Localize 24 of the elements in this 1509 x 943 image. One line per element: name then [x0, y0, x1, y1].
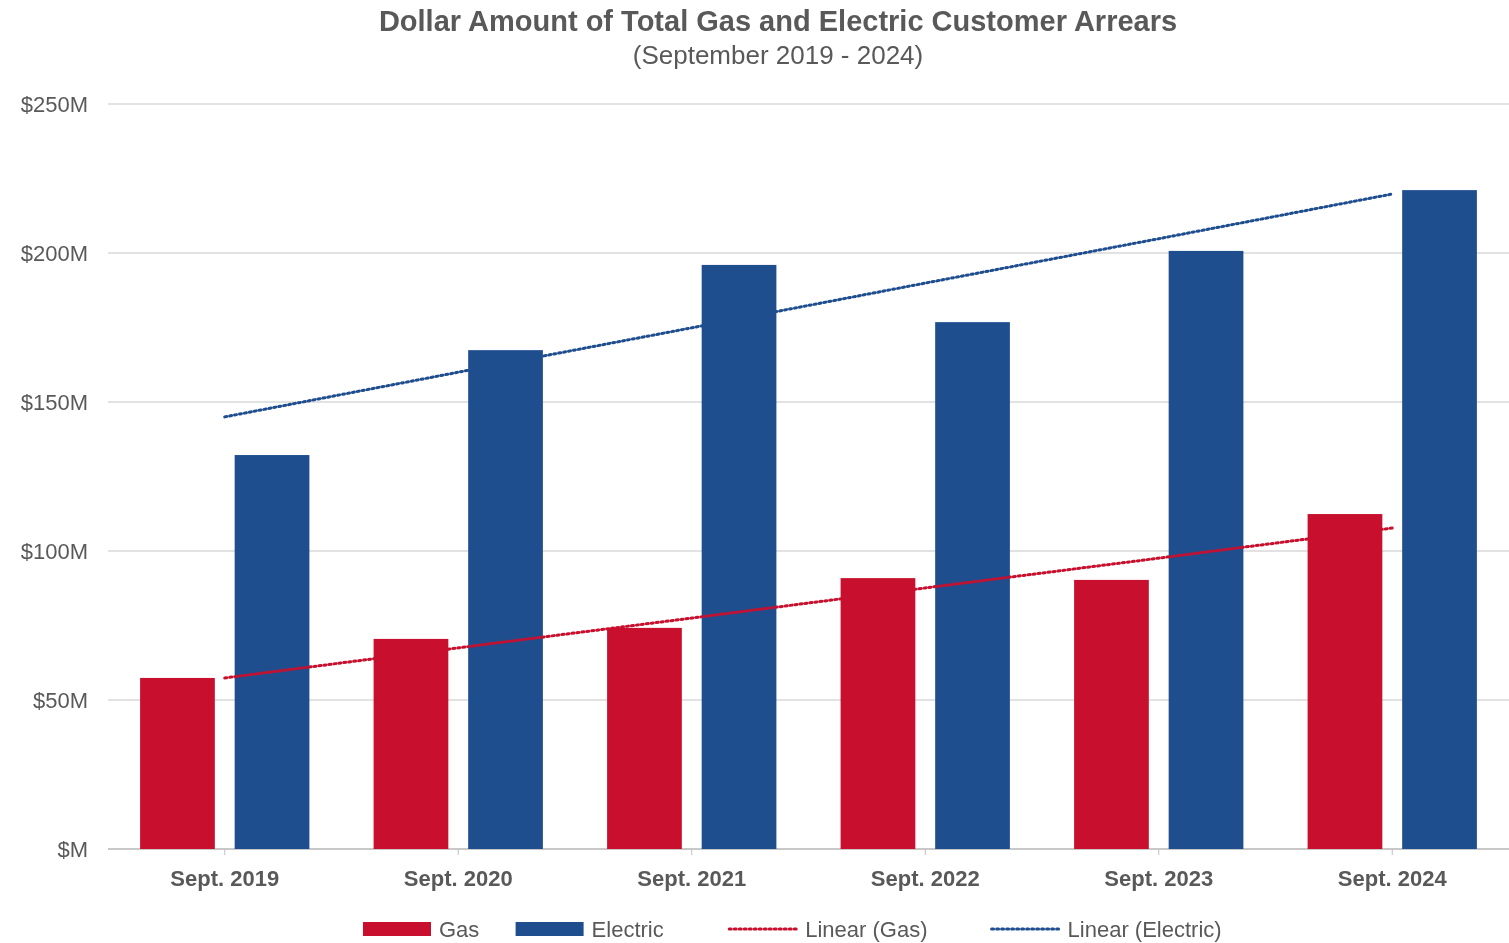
legend-label: Gas	[439, 916, 480, 942]
legend-label: Linear (Gas)	[805, 916, 928, 942]
x-tick-label: Sept. 2022	[870, 866, 980, 891]
x-tick-label: Sept. 2019	[170, 866, 280, 891]
legend-label: Electric	[591, 916, 664, 942]
x-tick-label: Sept. 2021	[637, 866, 747, 891]
y-tick-label: $150M	[20, 389, 88, 415]
chart-subtitle: (September 2019 - 2024)	[632, 40, 924, 70]
bar	[1074, 579, 1149, 849]
y-tick-label: $M	[57, 836, 88, 862]
x-tick-label: Sept. 2023	[1104, 866, 1214, 891]
bar	[234, 455, 310, 849]
y-tick-label: $200M	[20, 240, 88, 266]
y-tick-label: $250M	[20, 91, 88, 117]
y-tick-label: $50M	[32, 687, 88, 713]
chart-title: Dollar Amount of Total Gas and Electric Customer Arrears	[378, 5, 1178, 37]
bar	[935, 322, 1010, 849]
bar	[140, 677, 215, 849]
x-tick-label: Sept. 2020	[403, 866, 513, 891]
x-tick-label: Sept. 2024	[1337, 866, 1448, 891]
bar	[1402, 190, 1477, 849]
legend-label: Linear (Electric)	[1067, 916, 1222, 942]
y-tick-label: $100M	[20, 538, 88, 564]
bar	[1168, 250, 1244, 849]
